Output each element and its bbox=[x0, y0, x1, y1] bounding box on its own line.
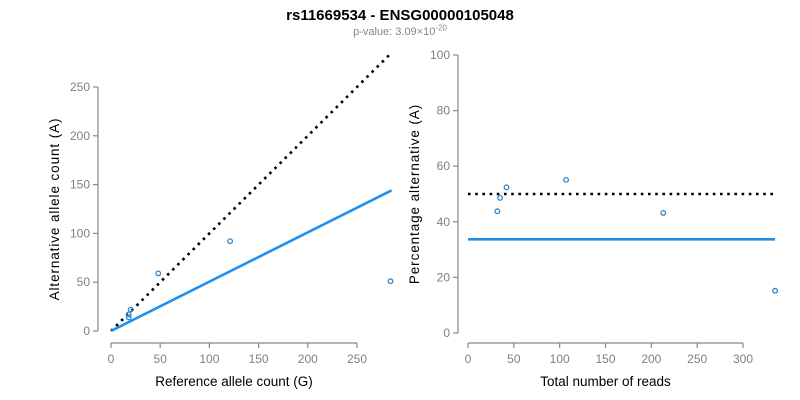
left-y-tick-label: 0 bbox=[83, 324, 90, 338]
right-data-point bbox=[772, 287, 779, 294]
figure-title: rs11669534 - ENSG00000105048 bbox=[286, 7, 514, 24]
left-data-point bbox=[387, 278, 394, 285]
identity-line bbox=[110, 53, 391, 332]
right-y-tick-label: 20 bbox=[437, 270, 451, 284]
left-y-tick-label: 200 bbox=[70, 129, 90, 143]
p-value-text: p-value: 3.09×10 bbox=[353, 26, 436, 38]
left-y-tick-label: 100 bbox=[70, 226, 90, 240]
right-x-tick-label: 100 bbox=[550, 352, 570, 366]
left-y-tick-label: 50 bbox=[77, 275, 91, 289]
left-x-tick-label: 100 bbox=[199, 352, 219, 366]
right-x-tick-label: 0 bbox=[465, 352, 472, 366]
right-data-point bbox=[563, 176, 570, 183]
right-data-point bbox=[494, 208, 501, 215]
right-y-tick-label: 60 bbox=[437, 159, 451, 173]
right-x-tick-label: 150 bbox=[595, 352, 615, 366]
right-y-tick-label: 0 bbox=[443, 326, 450, 340]
left-x-tick-label: 50 bbox=[154, 352, 168, 366]
left-data-point bbox=[127, 306, 134, 313]
expected-ratio-line bbox=[110, 189, 393, 333]
left-x-tick-label: 0 bbox=[108, 352, 115, 366]
right-y-tick-label: 100 bbox=[430, 48, 450, 62]
left-y-tick-label: 150 bbox=[70, 178, 90, 192]
left-y-axis-title: Alternative allele count (A) bbox=[47, 118, 62, 301]
right-x-axis-title: Total number of reads bbox=[540, 374, 671, 389]
figure-subtitle: p-value: 3.09×10-20 bbox=[0, 23, 800, 38]
right-data-point bbox=[660, 209, 667, 216]
p-value-exponent: -20 bbox=[435, 23, 447, 33]
right-data-point bbox=[497, 194, 504, 201]
right-x-tick-label: 250 bbox=[687, 352, 707, 366]
left-data-point bbox=[125, 311, 132, 318]
right-y-tick-label: 40 bbox=[437, 215, 451, 229]
left-x-tick-label: 250 bbox=[347, 352, 367, 366]
right-y-tick-label: 80 bbox=[437, 104, 451, 118]
left-data-point bbox=[155, 270, 162, 277]
left-data-point bbox=[227, 238, 234, 245]
right-y-axis-title: Percentage alternative (A) bbox=[407, 104, 422, 284]
left-x-axis-title: Reference allele count (G) bbox=[155, 374, 313, 389]
right-x-tick-label: 50 bbox=[507, 352, 521, 366]
left-y-tick-label: 250 bbox=[70, 80, 90, 94]
left-data-point bbox=[125, 314, 132, 321]
right-x-tick-label: 200 bbox=[641, 352, 661, 366]
right-x-tick-label: 300 bbox=[733, 352, 753, 366]
left-x-tick-label: 150 bbox=[249, 352, 269, 366]
right-data-point bbox=[503, 184, 510, 191]
left-x-tick-label: 200 bbox=[298, 352, 318, 366]
